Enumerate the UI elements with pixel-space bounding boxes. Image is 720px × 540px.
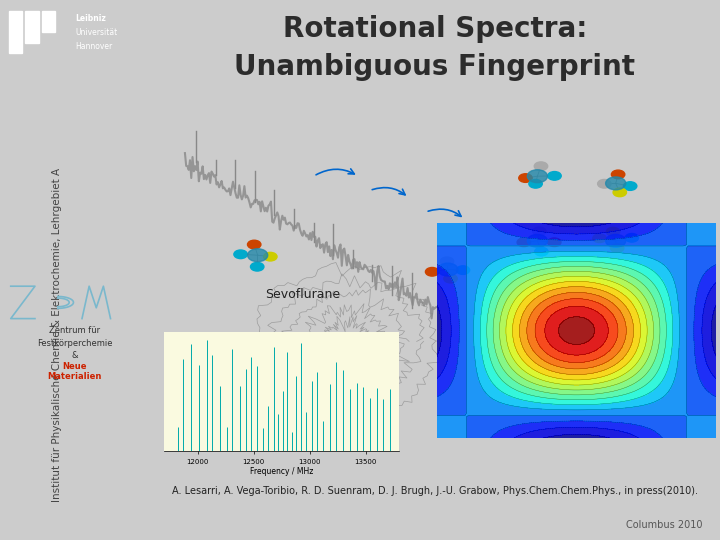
Circle shape: [547, 238, 561, 247]
Text: Institut für Physikalische Chemie & Elektrochemie, Lehrgebiet A: Institut für Physikalische Chemie & Elek…: [52, 168, 62, 502]
Text: Hannover: Hannover: [75, 42, 112, 51]
Text: Materialien: Materialien: [48, 373, 102, 381]
Circle shape: [527, 170, 547, 183]
Text: &: &: [71, 351, 78, 360]
Text: Universität: Universität: [75, 29, 117, 37]
Circle shape: [438, 263, 458, 276]
Circle shape: [611, 170, 625, 179]
X-axis label: Frequency / MHz: Frequency / MHz: [250, 467, 313, 476]
Circle shape: [456, 266, 469, 274]
Circle shape: [444, 274, 457, 283]
Circle shape: [527, 234, 547, 247]
Circle shape: [234, 250, 247, 259]
Circle shape: [606, 234, 626, 247]
Text: Zentrum für: Zentrum für: [49, 326, 101, 335]
Circle shape: [625, 233, 639, 242]
Text: Rotational Spectra:: Rotational Spectra:: [283, 15, 587, 43]
Circle shape: [533, 227, 546, 235]
Circle shape: [248, 240, 261, 249]
Circle shape: [529, 179, 542, 188]
Text: Unambiguous Fingerprint: Unambiguous Fingerprint: [235, 53, 635, 81]
Circle shape: [441, 257, 454, 266]
Circle shape: [248, 249, 268, 262]
Circle shape: [517, 238, 531, 247]
Circle shape: [593, 234, 606, 242]
Circle shape: [611, 244, 624, 252]
Text: Leibniz: Leibniz: [75, 14, 106, 23]
Bar: [25, 11, 39, 44]
Circle shape: [519, 174, 532, 183]
Text: Columbus 2010: Columbus 2010: [626, 521, 703, 530]
Circle shape: [534, 162, 548, 171]
Text: Festkörperchemie: Festkörperchemie: [37, 339, 112, 348]
Circle shape: [598, 179, 611, 188]
Circle shape: [624, 182, 637, 191]
Text: A. Lesarri, A. Vega-Toribio, R. D. Suenram, D. J. Brugh, J.-U. Grabow, Phys.Chem: A. Lesarri, A. Vega-Toribio, R. D. Suenr…: [172, 487, 698, 496]
Circle shape: [548, 172, 561, 180]
Bar: [42, 11, 55, 32]
Circle shape: [606, 177, 626, 190]
Circle shape: [264, 252, 277, 261]
Text: Sevoflurane: Sevoflurane: [265, 288, 340, 301]
Circle shape: [251, 262, 264, 271]
Text: Neue: Neue: [63, 362, 87, 370]
Bar: [9, 11, 22, 53]
Circle shape: [426, 267, 439, 276]
Circle shape: [606, 227, 620, 236]
Circle shape: [535, 247, 548, 256]
Circle shape: [613, 188, 626, 197]
